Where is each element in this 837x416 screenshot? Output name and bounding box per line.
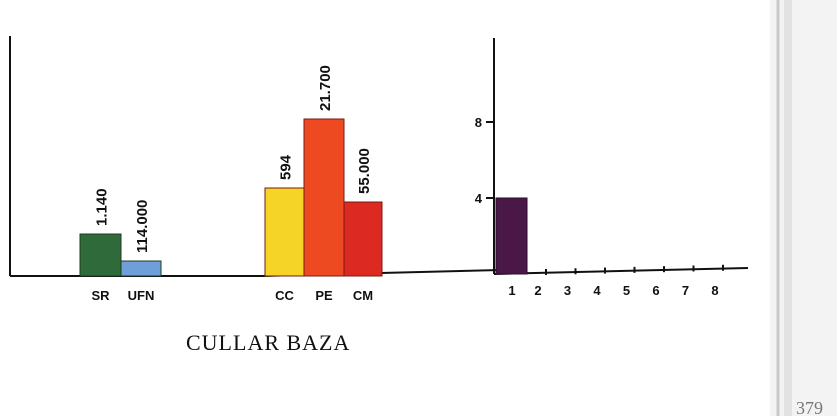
right-chart-x-axis (493, 267, 749, 275)
chart-caption: CULLAR BAZA (186, 330, 350, 355)
page-gutter (770, 0, 837, 416)
page-number: 379 (796, 398, 823, 416)
value-label-ufn: 114.000 (134, 200, 151, 253)
value-label-cm: 55.000 (356, 148, 373, 194)
tick-label-4: 4 (593, 283, 601, 298)
value-label-pe: 21.700 (317, 65, 334, 111)
y-tick-label-8: 8 (475, 115, 482, 130)
bar-pe (303, 118, 345, 277)
tick-label-ufn: UFN (128, 288, 155, 303)
tick-label-2: 2 (534, 283, 541, 298)
tick-label-pe: PE (315, 288, 333, 303)
tick-label-1: 1 (508, 283, 515, 298)
tick-label-cm: CM (353, 288, 373, 303)
tick-label-6: 6 (652, 283, 659, 298)
tick-label-sr: SR (91, 288, 110, 303)
bar-1 (495, 197, 528, 275)
bar-cc (264, 187, 305, 277)
tick-label-7: 7 (682, 283, 689, 298)
bar-sr (79, 233, 122, 277)
labels-layer: 1.140 SR 114.000 UFN 594 CC 21.700 PE 55.000 CM 1 2… (91, 65, 718, 303)
bar-cm (343, 201, 383, 277)
tick-label-3: 3 (564, 283, 571, 298)
tick-label-cc: CC (275, 288, 294, 303)
y-tick-label-4: 4 (475, 191, 483, 206)
bar-ufn (120, 260, 162, 277)
bars-layer (79, 118, 724, 277)
tick-label-5: 5 (623, 283, 630, 298)
tick-label-8: 8 (711, 283, 718, 298)
value-label-cc: 594 (278, 154, 295, 180)
value-label-sr: 1.140 (94, 188, 111, 226)
